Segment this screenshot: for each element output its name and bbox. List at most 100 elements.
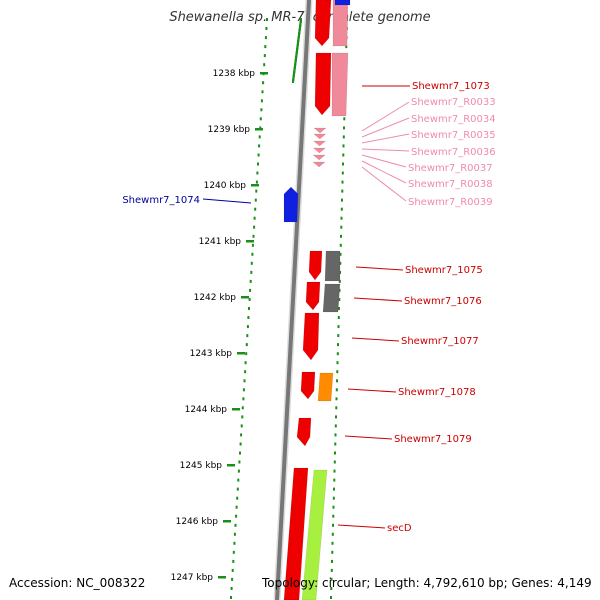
gene-trna-2[interactable] [313, 133, 327, 140]
gene-gray-1075[interactable] [324, 250, 341, 282]
feature-label[interactable]: Shewmr7_R0039 [408, 197, 493, 208]
track-dot [333, 487, 335, 491]
ruler-dot [257, 153, 260, 157]
gene-lime-secd[interactable] [301, 469, 328, 600]
ruler: 1238 kbp 1239 kbp 1240 kbp 1241 kbp 1242 kbp… [171, 69, 268, 583]
ruler-dot [239, 442, 242, 446]
track-dot [330, 568, 333, 572]
ruler-label: 1241 kbp [199, 237, 242, 247]
ruler-dot [236, 496, 239, 500]
topology-text: Topology: circular; Length: 4,792,610 bp… [262, 576, 592, 590]
genome-backbone [273, 0, 313, 600]
track-dot [331, 532, 334, 536]
track-dot [341, 171, 344, 175]
feature-label[interactable]: Shewmr7_R0035 [411, 130, 496, 141]
gene-secd[interactable] [283, 467, 309, 600]
ruler-dot [232, 550, 235, 554]
ruler-dot [259, 117, 262, 121]
ruler-dot [249, 288, 252, 292]
ruler-dot [244, 361, 247, 365]
gene-shewmr7-1075[interactable] [308, 250, 323, 281]
track-dot [331, 559, 333, 563]
feature-label[interactable]: Shewmr7_1075 [405, 265, 483, 276]
gene-shewmr7-1079[interactable] [296, 417, 312, 447]
gene-shewmr7-1076[interactable] [305, 281, 321, 311]
ruler-dot [254, 198, 257, 202]
ruler-dot [234, 523, 237, 527]
gene-trna-1[interactable] [313, 127, 327, 134]
feature-label[interactable]: Shewmr7_R0037 [408, 163, 493, 174]
gene-trna-4[interactable] [312, 147, 327, 154]
feature-label[interactable]: Shewmr7_R0033 [411, 97, 496, 108]
feature-label[interactable]: Shewmr7_R0036 [411, 147, 496, 158]
track-dot [332, 505, 335, 509]
leader-line [347, 388, 397, 393]
track-dot [339, 261, 342, 265]
track-dot [337, 316, 340, 319]
feature-label[interactable]: Shewmr7_1079 [394, 434, 472, 445]
ruler-dot [233, 532, 236, 536]
ruler-dot [245, 343, 248, 347]
gene-top-blue[interactable] [334, 0, 351, 6]
track-dot [331, 550, 334, 554]
ruler-dot [236, 487, 239, 491]
gene-gray-1076[interactable] [322, 283, 341, 313]
feature-label[interactable]: secD [387, 523, 412, 534]
genome-title: Shewanella sp. MR-7, complete genome [169, 10, 431, 25]
track-dot [335, 388, 338, 392]
leader-line [344, 435, 393, 440]
ruler-dot [235, 514, 238, 518]
feature-label[interactable]: Shewmr7_1076 [404, 296, 482, 307]
feature-label[interactable]: Shewmr7_1073 [412, 81, 490, 92]
feature-label[interactable]: Shewmr7_R0038 [408, 179, 493, 190]
gene-trna-5[interactable] [312, 154, 326, 161]
gene-pink-1073[interactable] [331, 52, 349, 117]
backbone-line [275, 0, 311, 600]
track-dot [338, 279, 341, 283]
track-dot [335, 415, 337, 419]
track-dot [334, 433, 337, 437]
ruler-dot [263, 54, 266, 58]
track-dot [342, 153, 345, 157]
gene-shewmr7-1078[interactable] [300, 371, 316, 400]
gene-shewmr7-1074[interactable] [283, 186, 299, 223]
ruler-dot [235, 505, 238, 509]
feature-label[interactable]: Shewmr7_1074 [122, 195, 200, 206]
ruler-label: 1240 kbp [204, 181, 247, 191]
feature-label[interactable]: Shewmr7_1078 [398, 387, 476, 398]
feature-label[interactable]: Shewmr7_1077 [401, 336, 479, 347]
ruler-dot [266, 18, 268, 21]
gene-top-pink[interactable] [332, 0, 349, 47]
ruler-dot [260, 108, 263, 112]
feature-label[interactable]: Shewmr7_R0034 [411, 114, 496, 125]
ruler-dot [264, 45, 267, 49]
ruler-dot [258, 135, 261, 139]
ruler-dot [245, 352, 248, 356]
gene-trna-3[interactable] [312, 140, 327, 147]
ruler-label: 1244 kbp [185, 405, 228, 415]
track-dot [343, 117, 346, 121]
track-dot [333, 460, 336, 464]
track-dot [342, 162, 344, 166]
ruler-dot [252, 234, 255, 238]
gene-shewmr7-1073[interactable] [314, 52, 332, 116]
track-dot [337, 343, 339, 347]
ruler-dot [255, 180, 258, 184]
ruler-tick [223, 520, 231, 523]
gene-top-partial[interactable] [314, 0, 332, 47]
ruler-dot [248, 307, 250, 310]
track-dot [330, 596, 332, 599]
ruler-dot [240, 424, 243, 428]
ruler-dot [264, 36, 267, 40]
track-dot [330, 577, 333, 581]
ruler-dot [241, 406, 244, 410]
ruler-tick [260, 72, 268, 75]
gene-orange-1078[interactable] [317, 372, 334, 402]
leader-line [361, 154, 407, 168]
track-dot [341, 180, 344, 184]
gene-shewmr7-1077[interactable] [302, 312, 320, 361]
track-dot [342, 144, 345, 148]
gene-trna-6[interactable] [312, 161, 326, 168]
ruler-dot [261, 90, 264, 94]
